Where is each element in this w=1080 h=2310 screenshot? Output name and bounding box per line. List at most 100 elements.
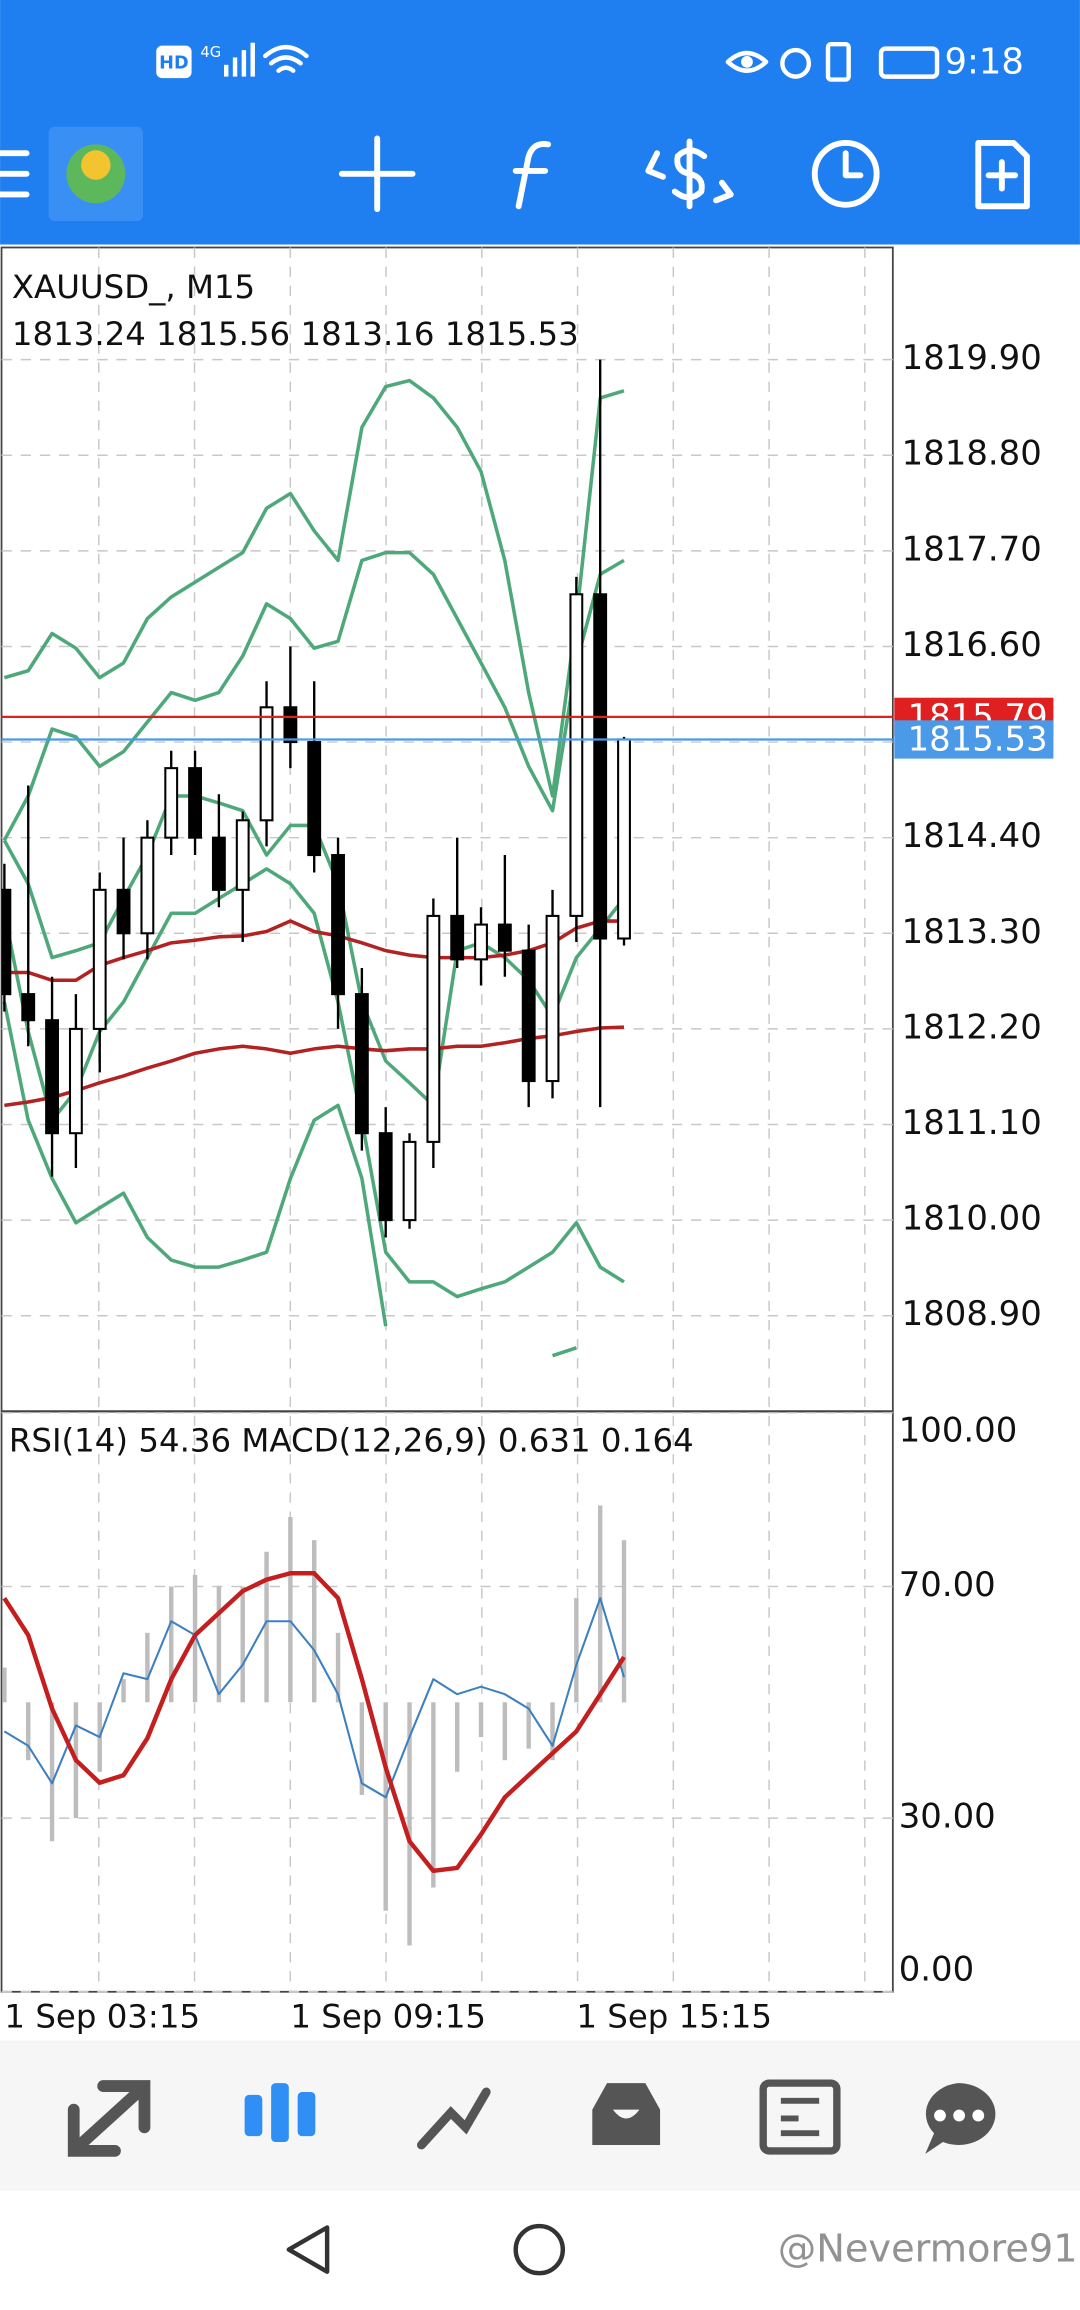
candle-body (116, 888, 131, 935)
indicator-title: RSI(14) 54.36 MACD(12,26,9) 0.631 0.164 (9, 1421, 694, 1459)
vibrate-icon (825, 41, 851, 82)
chat-dot (972, 2109, 985, 2122)
histogram-bar (311, 1540, 317, 1703)
indicator-chart (1, 1412, 893, 1993)
y-tick-label: 0.00 (899, 1950, 974, 1989)
signal-bar (250, 42, 255, 77)
candle-body (378, 1132, 393, 1222)
histogram-bar (288, 1517, 293, 1703)
news-tab[interactable] (759, 2079, 841, 2155)
logo-mark (81, 150, 111, 180)
price-tag (894, 720, 1054, 759)
y-tick-label: 1811.10 (902, 1103, 1042, 1142)
x-tick-label: 1 Sep 15:15 (576, 1997, 772, 2035)
candle-body (259, 706, 274, 822)
y-tick-label: 100.00 (899, 1410, 1018, 1449)
vertical-grid (98, 247, 866, 1992)
candle-body (545, 914, 560, 1083)
candle-body (235, 819, 250, 891)
battery-icon (878, 46, 940, 79)
menu-button[interactable] (0, 150, 30, 198)
histogram-bar (407, 1702, 412, 1946)
histogram-bar (240, 1586, 245, 1703)
tab-icon (271, 2083, 289, 2143)
candle-body (521, 949, 536, 1083)
back-button[interactable] (286, 2225, 330, 2274)
network-type: 4G (200, 44, 221, 61)
series-line (2, 1571, 626, 1874)
chart-tab[interactable] (244, 2083, 316, 2143)
tab-icon (244, 2094, 263, 2137)
histogram-bar (621, 1540, 627, 1703)
chart-title: XAUUSD_, M15 (12, 268, 255, 306)
candle-body (21, 993, 36, 1022)
wifi-icon (263, 44, 309, 73)
news-lines (780, 2097, 820, 2137)
tab-icon (297, 2091, 316, 2137)
candle-body (283, 706, 298, 744)
candle-body (617, 738, 631, 940)
histogram-bar (454, 1702, 460, 1772)
candle-body (164, 767, 179, 839)
candle-body (331, 854, 345, 996)
candle-body (92, 888, 107, 1030)
crosshair-button[interactable] (338, 135, 416, 213)
candle-body (426, 914, 441, 1143)
histogram-bar (526, 1702, 531, 1749)
histogram-bar (478, 1702, 484, 1738)
toolbar (0, 126, 1030, 221)
system-nav (0, 2190, 1080, 2310)
history-tab[interactable] (592, 2083, 661, 2145)
trade-button[interactable] (645, 138, 734, 210)
new-order-button[interactable] (975, 139, 1030, 210)
candle-body (307, 741, 322, 857)
histogram-bar (502, 1702, 508, 1761)
chart-area (0, 244, 1080, 2041)
histogram-bar (597, 1505, 603, 1703)
histogram-bar (383, 1702, 388, 1911)
histogram-bar (2, 1667, 7, 1703)
y-tick-label: 1819.90 (902, 338, 1042, 377)
eye-pupil (741, 55, 753, 68)
candle-body (450, 914, 465, 961)
x-tick-label: 1 Sep 09:15 (290, 1997, 486, 2035)
histogram-bar (359, 1702, 365, 1795)
clock: 9:18 (944, 41, 1023, 82)
hd-badge: HD (159, 53, 188, 73)
trade-tab[interactable] (416, 2087, 491, 2150)
histogram-bar (550, 1702, 555, 1761)
periods-button[interactable] (811, 139, 880, 208)
histogram-bar (335, 1632, 341, 1703)
histogram-bar (264, 1551, 269, 1703)
candle-body (474, 923, 488, 961)
app-header (0, 0, 1080, 245)
y-tick-label: 1814.40 (902, 816, 1042, 855)
eye-icon (725, 50, 769, 73)
y-tick-label: 1816.60 (902, 625, 1042, 664)
clock-hands (842, 150, 864, 179)
chart-subtitle: 1813.24 1815.56 1813.16 1815.53 (12, 315, 579, 353)
series-line (2, 867, 625, 1299)
series-line (3, 1597, 625, 1799)
y-tick-label: 1812.20 (902, 1007, 1042, 1046)
price-chart (1, 358, 893, 1358)
y-tick-label: 70.00 (899, 1565, 996, 1604)
candle-body (140, 836, 155, 935)
candle-body (497, 923, 512, 952)
chat-dot (953, 2109, 966, 2122)
quotes-tab[interactable] (67, 2080, 151, 2157)
histogram-bar (121, 1679, 126, 1703)
price-tag-label: 1815.53 (908, 719, 1048, 758)
candle-body (211, 836, 226, 891)
hd-badge-bg (156, 45, 192, 79)
home-button[interactable] (513, 2223, 566, 2276)
histogram-bar (169, 1586, 174, 1703)
candle-body (1, 888, 12, 996)
indicators-button[interactable] (512, 141, 552, 210)
bottom-nav (0, 2040, 1080, 2191)
candle-body (569, 593, 584, 917)
signal-bar (232, 57, 238, 77)
candle-body (188, 767, 202, 839)
